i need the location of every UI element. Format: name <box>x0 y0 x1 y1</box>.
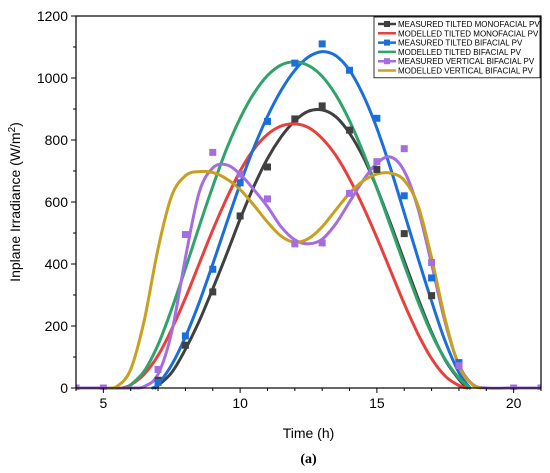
y-tick-label: 0 <box>60 380 68 396</box>
x-tick-label: 20 <box>506 395 522 411</box>
data-point-4 <box>236 170 244 178</box>
data-point-2 <box>346 66 354 74</box>
data-point-0 <box>209 288 217 296</box>
y-axis-title-close: ) <box>7 122 23 127</box>
x-tick-label: 15 <box>369 395 385 411</box>
series-line-3 <box>123 60 472 390</box>
data-point-4 <box>428 258 436 266</box>
data-point-4 <box>510 384 518 390</box>
data-point-4 <box>291 240 299 248</box>
y-axis-title-sup: 2 <box>7 126 18 132</box>
y-tick-label: 200 <box>45 318 69 334</box>
legend-label-0: MEASURED TILTED MONOFACIAL PV <box>398 20 540 29</box>
legend-label-1: MODELLED TILTED MONOFACIAL PV <box>398 29 539 38</box>
data-point-4 <box>346 189 354 197</box>
data-point-2 <box>428 274 436 282</box>
data-point-0 <box>428 292 436 300</box>
data-point-0 <box>373 165 381 173</box>
legend-label-5: MODELLED VERTICAL BIFACIAL PV <box>398 67 534 76</box>
data-point-2 <box>154 378 162 386</box>
series-line-4 <box>76 155 541 390</box>
legend-label-2: MEASURED TILTED BIFACIAL PV <box>398 39 523 48</box>
data-point-2 <box>400 192 408 200</box>
data-point-2 <box>291 59 299 67</box>
y-tick-label: 400 <box>45 256 69 272</box>
data-point-4 <box>318 239 326 247</box>
y-tick-label: 800 <box>45 132 69 148</box>
series-layer <box>76 40 541 390</box>
data-point-2 <box>318 40 326 48</box>
legend-marker-0 <box>384 21 390 27</box>
data-point-0 <box>346 126 354 134</box>
data-point-2 <box>181 332 189 340</box>
y-tick-label: 1200 <box>37 8 68 24</box>
y-tick-label: 1000 <box>37 70 68 86</box>
series-line-1 <box>121 122 469 390</box>
series-line-2 <box>151 50 472 390</box>
data-point-0 <box>263 163 271 171</box>
x-tick-label: 5 <box>99 395 107 411</box>
data-point-0 <box>236 212 244 220</box>
legend-marker-2 <box>384 39 390 46</box>
legend-label-3: MODELLED TILTED BIFACIAL PV <box>398 48 522 57</box>
legend-label-4: MEASURED VERTICAL BIFACIAL PV <box>398 57 535 66</box>
data-point-4 <box>537 384 541 390</box>
legend-marker-4 <box>384 58 390 65</box>
data-point-0 <box>181 341 189 349</box>
x-axis-title: Time (h) <box>283 425 335 441</box>
data-point-4 <box>209 148 217 156</box>
data-point-2 <box>373 114 381 122</box>
y-axis-title-main: Inplane Irradiance (W/m <box>7 132 23 281</box>
data-point-0 <box>400 230 408 238</box>
data-point-2 <box>209 265 217 273</box>
data-point-4 <box>154 365 162 373</box>
data-point-4 <box>76 384 80 390</box>
data-point-4 <box>263 195 271 203</box>
legend-box <box>373 16 541 79</box>
data-point-0 <box>318 102 326 110</box>
y-tick-label: 600 <box>45 194 69 210</box>
data-point-4 <box>373 158 381 166</box>
series-line-0 <box>153 107 469 390</box>
x-tick-label: 10 <box>232 395 248 411</box>
data-point-4 <box>455 362 463 370</box>
data-point-4 <box>181 231 189 239</box>
y-axis-title: Inplane Irradiance (W/m2) <box>7 122 24 282</box>
data-point-2 <box>236 179 244 187</box>
data-point-2 <box>263 117 271 125</box>
figure-caption: (a) <box>300 452 317 467</box>
data-point-0 <box>291 115 299 123</box>
data-point-4 <box>400 145 408 153</box>
data-point-4 <box>99 384 107 390</box>
